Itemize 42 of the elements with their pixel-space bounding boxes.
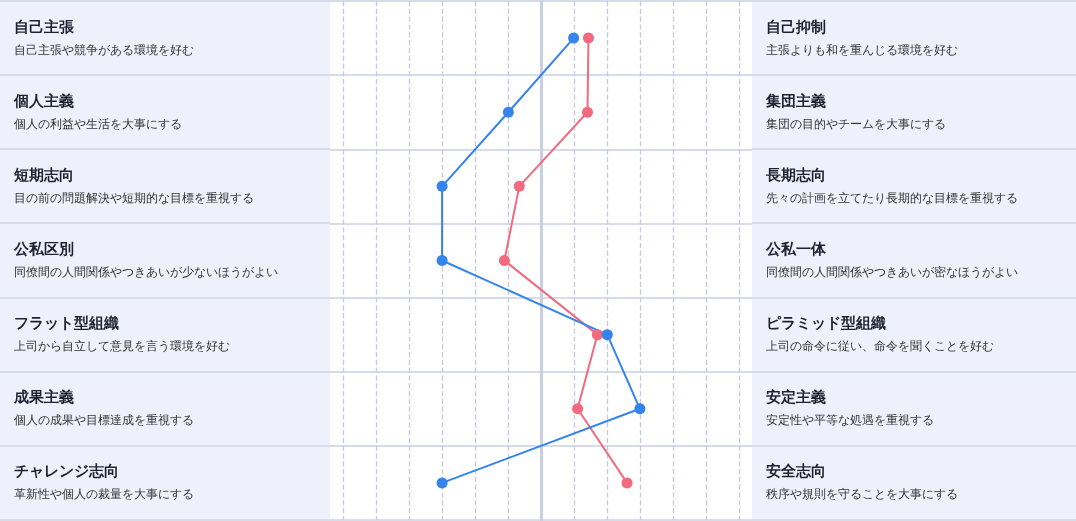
text: 上司の命令に従い、命令を聞くことを好む <box>766 338 995 356</box>
y2-tick-label: 集団主義 <box>766 91 827 111</box>
text: 自己主張や競争がある環境を好む <box>14 41 195 59</box>
y2-tick-label: 公私一体 <box>766 239 827 259</box>
text: 目の前の問題解決や短期的な目標を重視する <box>14 189 255 207</box>
text: 主張よりも和を重んじる環境を好む <box>766 41 959 59</box>
text: 安定性や平等な処遇を重視する <box>766 412 935 430</box>
y2-tick-label: 安全志向 <box>766 462 827 482</box>
text: 個人の利益や生活を大事にする <box>14 115 183 133</box>
point <box>502 106 514 118</box>
point <box>582 106 593 118</box>
point <box>436 477 448 489</box>
text: 個人の成果や目標達成を重視する <box>14 412 195 430</box>
point <box>568 32 580 44</box>
point <box>634 403 646 415</box>
y2-tick-label: 自己抑制 <box>766 17 827 37</box>
y-tick-label: 成果主義 <box>14 388 75 408</box>
point <box>513 180 525 192</box>
y2-tick-label: 長期志向 <box>766 165 827 185</box>
point <box>572 403 584 415</box>
point <box>436 180 448 192</box>
text: 同僚間の人間関係やつきあいが少ないほうがよい <box>14 264 279 281</box>
point <box>621 477 633 489</box>
text: 革新性や個人の裁量を大事にする <box>14 486 195 504</box>
y2-tick-label: 安定主義 <box>766 388 827 408</box>
text: 集団の目的やチームを大事にする <box>766 115 947 133</box>
y-tick-label: 自己主張 <box>14 17 75 37</box>
y-tick-label: 短期志向 <box>14 165 75 185</box>
text: 上司から自立して意見を言う環境を好む <box>14 338 231 356</box>
point <box>591 329 603 341</box>
y-tick-label: フラット型組織 <box>14 314 120 334</box>
text: 同僚間の人間関係やつきあいが密なほうがよい <box>766 264 1019 281</box>
point <box>436 255 448 266</box>
y2-tick-label: ピラミッド型組織 <box>766 314 887 334</box>
point <box>601 329 613 341</box>
text: 秩序や規則を守ることを大事にする <box>766 486 959 504</box>
y-tick-label: チャレンジ志向 <box>14 462 120 482</box>
point <box>498 255 510 266</box>
y-tick-label: 個人主義 <box>14 91 75 111</box>
point <box>582 32 594 44</box>
text: 先々の計画を立てたり長期的な目標を重視する <box>766 189 1019 207</box>
y-tick-label: 公私区別 <box>14 239 75 259</box>
